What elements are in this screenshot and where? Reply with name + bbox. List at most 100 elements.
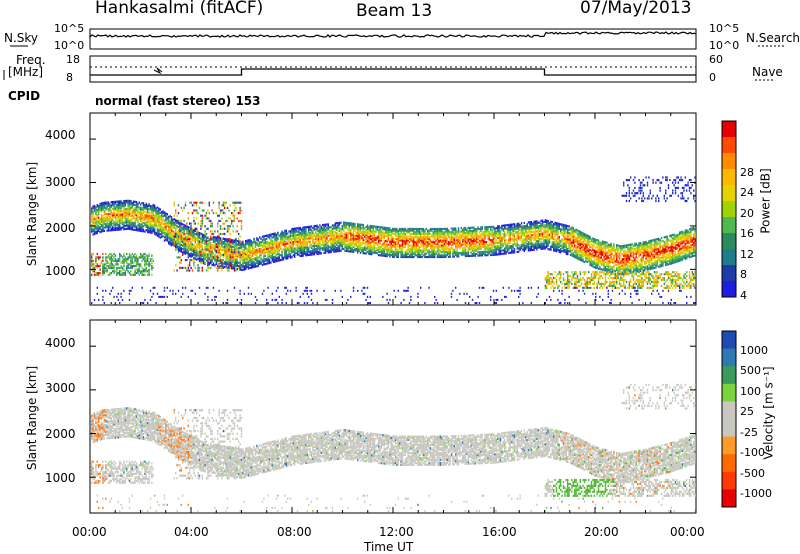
scatter-cell: [250, 264, 252, 268]
scatter-cell: [119, 220, 121, 223]
scatter-cell: [219, 227, 222, 230]
scatter-cell: [453, 252, 455, 255]
scatter-cell: [147, 256, 149, 259]
scatter-cell: [109, 272, 111, 275]
scatter-cell: [410, 251, 412, 254]
scatter-cell: [350, 250, 352, 253]
scatter-cell: [226, 227, 229, 230]
scatter-cell: [386, 233, 388, 236]
scatter-cell: [242, 255, 244, 258]
scatter-cell: [194, 245, 196, 249]
scatter-cell: [256, 237, 258, 240]
scatter-cell: [147, 254, 149, 257]
scatter-cell: [198, 236, 201, 239]
scatter-cell: [274, 260, 276, 263]
scatter-cell: [474, 248, 476, 251]
scatter-cell: [457, 253, 460, 256]
scatter-cell: [134, 210, 136, 213]
scatter-cell: [224, 241, 226, 244]
scatter-cell: [144, 273, 146, 276]
scatter-cell: [350, 243, 352, 246]
scatter-cell: [166, 239, 168, 242]
scatter-cell: [302, 231, 304, 234]
scatter-cell: [326, 298, 328, 301]
scatter-cell: [386, 251, 388, 254]
scatter-cell: [411, 232, 413, 235]
scatter-cell: [233, 269, 236, 272]
scatter-cell: [117, 292, 119, 295]
scatter-cell: [229, 261, 231, 264]
scatter-cell: [203, 234, 205, 237]
scatter-cell: [229, 264, 231, 267]
scatter-cell: [435, 234, 437, 237]
scatter-cell: [259, 249, 261, 252]
scatter-cell: [116, 220, 118, 223]
scatter-cell: [127, 266, 129, 269]
scatter-cell: [407, 289, 409, 292]
scatter-cell: [250, 241, 252, 244]
scatter-cell: [151, 206, 153, 210]
scatter-cell: [431, 254, 433, 257]
scatter-cell: [415, 247, 418, 250]
scatter-cell: [267, 249, 269, 252]
scatter-cell: [345, 249, 348, 252]
scatter-cell: [316, 289, 318, 292]
scatter-cell: [324, 238, 327, 241]
scatter-cell: [485, 247, 488, 250]
scatter-cell: [480, 227, 482, 231]
scatter-cell: [193, 243, 195, 246]
scatter-cell: [155, 233, 157, 236]
scatter-cell: [268, 245, 271, 248]
scatter-cell: [182, 228, 184, 231]
scatter-cell: [418, 229, 420, 232]
scatter-cell: [292, 232, 294, 235]
scatter-cell: [156, 292, 159, 295]
scatter-cell: [271, 249, 273, 252]
scatter-cell: [372, 245, 374, 248]
scatter-cell: [372, 248, 374, 251]
scatter-cell: [292, 247, 294, 250]
scatter-cell: [187, 226, 189, 229]
scatter-cell: [294, 239, 296, 242]
scatter-cell: [154, 207, 156, 211]
scatter-cell: [347, 243, 349, 246]
scatter-cell: [261, 235, 264, 238]
scatter-cell: [214, 256, 216, 259]
scatter-cell: [222, 222, 224, 225]
scatter-cell: [480, 251, 482, 254]
scatter-cell: [327, 244, 329, 247]
scatter-cell: [422, 244, 425, 247]
xtick-2000: 20:00: [584, 525, 619, 539]
scatter-cell: [425, 241, 427, 244]
scatter-cell: [392, 231, 394, 234]
scatter-cell: [418, 241, 420, 244]
scatter-cell: [141, 226, 143, 229]
scatter-cell: [466, 236, 468, 239]
scatter-cell: [95, 227, 97, 230]
scatter-cell: [123, 203, 125, 206]
scatter-cell: [432, 249, 434, 252]
scatter-cell: [93, 216, 96, 219]
scatter-cell: [324, 233, 327, 236]
scatter-cell: [266, 249, 268, 252]
scatter-cell: [161, 230, 163, 233]
scatter-cell: [343, 241, 345, 244]
scatter-cell: [191, 259, 194, 262]
scatter-cell: [107, 201, 110, 204]
scatter-cell: [459, 247, 461, 250]
scatter-cell: [238, 238, 240, 241]
scatter-cell: [305, 247, 307, 250]
scatter-cell: [196, 248, 198, 251]
scatter-cell: [152, 225, 154, 228]
scatter-cell: [284, 251, 286, 254]
scatter-cell: [415, 254, 418, 257]
scatter-cell: [483, 237, 485, 240]
scatter-cell: [201, 225, 203, 228]
scatter-cell: [354, 224, 356, 227]
scatter-cell: [396, 229, 398, 232]
scatter-cell: [106, 226, 108, 229]
scatter-cell: [397, 254, 399, 257]
scatter-cell: [478, 247, 481, 250]
scatter-cell: [303, 249, 306, 252]
scatter-cell: [151, 220, 153, 223]
